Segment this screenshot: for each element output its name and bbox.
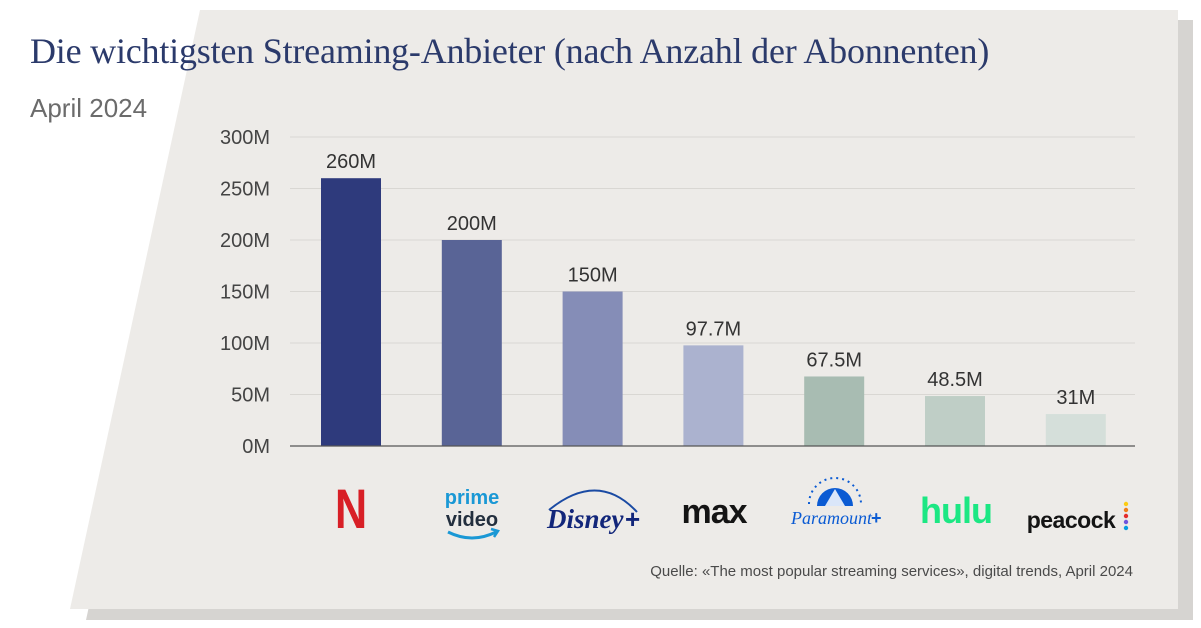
chart-subtitle: April 2024 [30, 93, 148, 123]
source-note: Quelle: «The most popular streaming serv… [650, 563, 1133, 580]
max-logo: max [681, 493, 748, 531]
y-tick-label: 50M [231, 385, 270, 407]
y-tick-label: 150M [220, 282, 270, 304]
value-label: 260M [326, 151, 376, 173]
peacock-dots-icon [1123, 501, 1129, 531]
bar-max [683, 345, 744, 446]
paramount-peak-icon [825, 489, 845, 506]
y-axis-ticks: 0M 50M 100M 150M 200M 250M 300M [220, 127, 270, 458]
bar-paramount- [804, 376, 865, 446]
paramount-plus-text: + [871, 508, 882, 528]
y-tick-label: 100M [220, 333, 270, 355]
paramount-plus-logo: Paramount + [790, 477, 882, 528]
value-label: 150M [568, 265, 618, 287]
disney-plus-logo: Disney + [546, 489, 640, 534]
bar-prime-video [441, 240, 502, 446]
prime-video-logo: prime video [445, 487, 500, 540]
value-labels: 260M 200M 150M 97.7M 67.5M 48.5M 31M [326, 151, 1095, 409]
value-label: 200M [447, 213, 497, 235]
prime-smile-icon [447, 530, 497, 540]
bar-peacock [1045, 414, 1106, 446]
paramount-logo-text: Paramount [790, 508, 873, 528]
prime-arrow-icon [490, 527, 500, 538]
value-label: 48.5M [927, 369, 983, 391]
prime-logo-top: prime [445, 487, 499, 509]
bar-netflix [321, 178, 381, 446]
netflix-logo-text: N [335, 477, 367, 540]
peacock-logo: peacock [1027, 501, 1129, 533]
panel [70, 10, 1178, 609]
prime-logo-bottom: video [446, 509, 498, 531]
bars [321, 178, 1106, 446]
chart-title: Die wichtigsten Streaming-Anbieter (nach… [30, 31, 990, 71]
peacock-logo-text: peacock [1027, 507, 1116, 533]
hulu-logo: hulu [920, 490, 993, 531]
hulu-logo-text: hulu [920, 490, 992, 531]
max-logo-text: max [681, 493, 747, 531]
y-tick-label: 300M [220, 127, 270, 149]
disney-arc-icon [548, 489, 638, 513]
value-label: 97.7M [686, 318, 742, 340]
y-tick-label: 250M [220, 179, 270, 201]
netflix-logo: N [335, 477, 367, 540]
y-tick-label: 0M [242, 436, 270, 458]
disney-logo-text: Disney [546, 504, 625, 534]
disney-plus-text: + [625, 504, 640, 534]
bar-disney- [562, 291, 623, 446]
value-label: 31M [1056, 387, 1095, 409]
bar-hulu [925, 396, 985, 446]
value-label: 67.5M [806, 349, 862, 371]
y-tick-label: 200M [220, 230, 270, 252]
